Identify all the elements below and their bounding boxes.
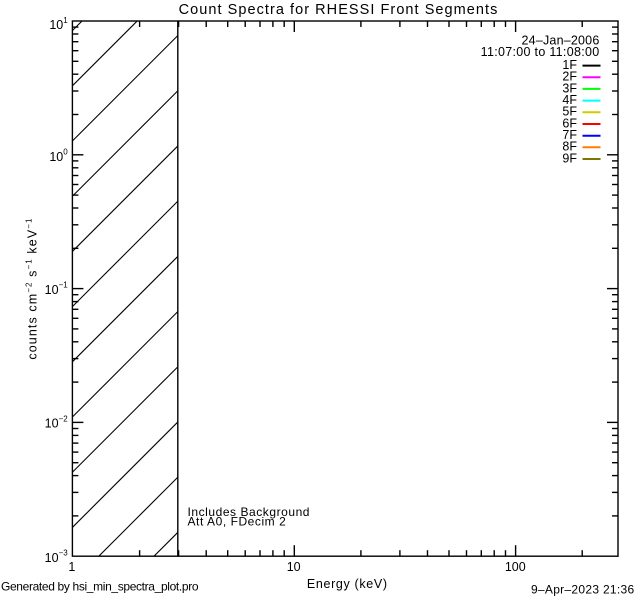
svg-text:Count Spectra for RHESSI Front: Count Spectra for RHESSI Front Segments <box>179 2 499 18</box>
svg-text:3F: 3F <box>562 81 577 95</box>
svg-text:Generated by hsi_min_spectra_p: Generated by hsi_min_spectra_plot.pro <box>1 580 199 594</box>
svg-text:9F: 9F <box>562 151 577 165</box>
svg-text:100: 100 <box>505 560 526 574</box>
svg-text:9–Apr–2023 21:36: 9–Apr–2023 21:36 <box>531 582 635 596</box>
svg-text:Includes Background: Includes Background <box>188 505 311 519</box>
svg-text:7F: 7F <box>562 128 577 142</box>
svg-text:Energy (keV): Energy (keV) <box>307 577 388 591</box>
svg-text:1: 1 <box>68 560 75 574</box>
svg-text:6F: 6F <box>562 116 577 130</box>
svg-text:1F: 1F <box>562 58 577 72</box>
svg-text:5F: 5F <box>562 105 577 119</box>
svg-text:Att A0, FDecim 2: Att A0, FDecim 2 <box>188 514 287 528</box>
svg-text:11:07:00 to 11:08:00: 11:07:00 to 11:08:00 <box>481 45 600 59</box>
svg-text:24–Jan–2006: 24–Jan–2006 <box>522 34 600 48</box>
svg-text:10: 10 <box>287 560 301 574</box>
svg-text:8F: 8F <box>562 140 577 154</box>
svg-text:4F: 4F <box>562 93 577 107</box>
svg-text:2F: 2F <box>562 70 577 84</box>
svg-text:counts cm−2 s−1 keV−1: counts cm−2 s−1 keV−1 <box>25 217 40 359</box>
